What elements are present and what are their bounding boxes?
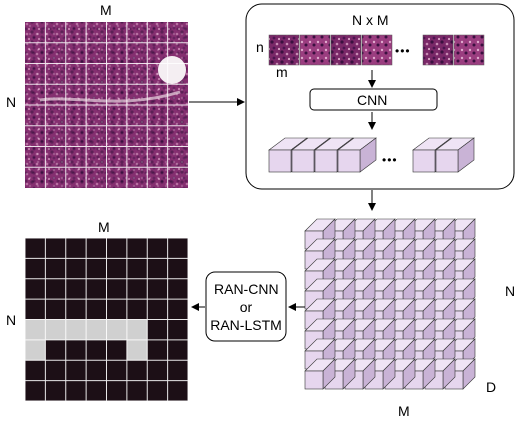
- feature-vector: [337, 137, 377, 173]
- patch-ellipsis: •••: [395, 44, 411, 58]
- input-height-label: N: [6, 94, 17, 110]
- feature-ellipsis: •••: [382, 153, 398, 167]
- output-highlight-cell: [65, 319, 87, 340]
- patch-strip: [268, 34, 485, 66]
- cube-depth-label: D: [486, 379, 497, 395]
- output-highlight-cell: [25, 319, 46, 340]
- output-highlight-cell: [25, 339, 46, 361]
- cube-width-label: M: [398, 403, 410, 419]
- output-highlight-cell: [126, 339, 148, 361]
- patch-6: [453, 34, 485, 66]
- input-width-label: M: [100, 2, 112, 18]
- model-label-line1: RAN-CNN: [214, 281, 279, 297]
- feature-vector: [435, 137, 475, 173]
- cube-cell: [304, 358, 336, 390]
- patch-2: [299, 34, 331, 66]
- output-highlight-cell: [126, 319, 148, 340]
- output-width-label: M: [98, 219, 110, 235]
- cube-height-label: N: [505, 283, 516, 299]
- feature-cube: [304, 218, 476, 390]
- cnn-label: CNN: [357, 92, 388, 108]
- patch-3: [330, 34, 362, 66]
- patch-4: [361, 34, 393, 66]
- patch-5: [422, 34, 454, 66]
- patch-height-label: n: [256, 39, 264, 55]
- output-highlight-cell: [45, 319, 66, 340]
- input-image: [25, 22, 188, 188]
- output-highlight-cell: [86, 319, 107, 340]
- cnn-box: [309, 88, 438, 111]
- feature-vectors: [268, 137, 475, 173]
- output-height-label: N: [6, 312, 17, 328]
- model-box: [205, 271, 287, 342]
- model-label-line2: or: [239, 299, 253, 315]
- patch-width-label: m: [276, 64, 288, 80]
- model-label-line3: RAN-LSTM: [210, 317, 282, 333]
- output-highlight-cell: [106, 319, 127, 340]
- patch-panel-title: N x M: [352, 12, 389, 28]
- input-patch-grid: [25, 22, 188, 188]
- patch-1: [268, 34, 300, 66]
- output-map: [24, 237, 189, 402]
